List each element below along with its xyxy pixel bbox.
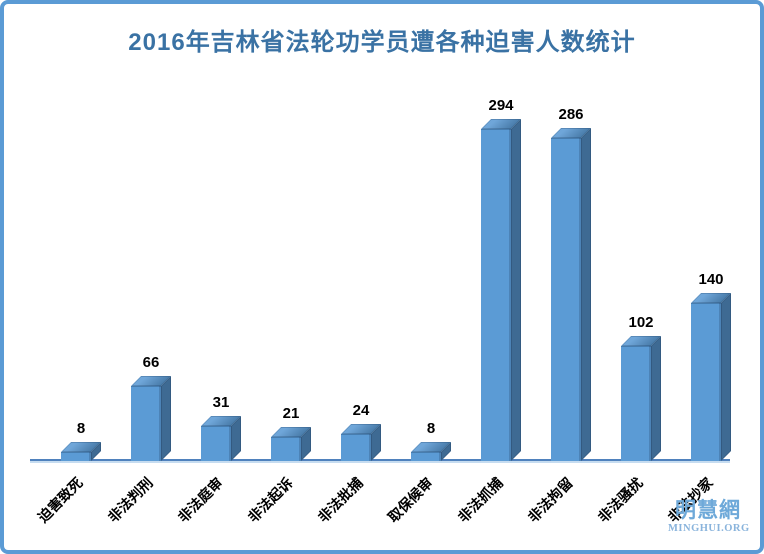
bar-value-label: 8 [426, 420, 436, 437]
bar-front-face [551, 138, 581, 461]
bar-value-label: 102 [628, 314, 654, 331]
bar-front-face [691, 303, 721, 461]
bar-front-face [61, 452, 91, 461]
bar-value-label: 140 [698, 271, 724, 288]
bar-front-face [201, 426, 231, 461]
bar-5 [341, 424, 381, 461]
bar-value-label: 21 [282, 405, 300, 422]
bar-front-face [341, 434, 371, 461]
bar-side-face [651, 336, 661, 461]
bar-front-face [271, 437, 301, 461]
bar-front-face [411, 452, 441, 461]
bar-side-face [511, 119, 521, 461]
watermark: 明慧網 MINGHUI.ORG [668, 498, 750, 534]
x-axis-line [30, 459, 730, 461]
bar-front-face [621, 346, 651, 461]
bar-10 [691, 293, 731, 461]
bar-value-label: 286 [558, 106, 584, 123]
bar-value-label: 66 [142, 354, 160, 371]
bar-2 [131, 376, 171, 461]
bar-side-face [231, 416, 241, 461]
bar-side-face [721, 293, 731, 461]
bar-1 [61, 442, 101, 461]
bar-7 [481, 119, 521, 461]
bar-4 [271, 427, 311, 461]
bar-value-label: 8 [76, 420, 86, 437]
bar-3 [201, 416, 241, 461]
bar-value-label: 294 [488, 97, 514, 114]
watermark-minghui-cn: 明慧網 [675, 498, 741, 522]
bar-front-face [481, 129, 511, 461]
bar-9 [621, 336, 661, 461]
watermark-minghui-en: MINGHUI.ORG [668, 523, 750, 534]
bar-side-face [581, 128, 591, 461]
bar-value-label: 31 [212, 394, 230, 411]
bar-front-face [131, 386, 161, 461]
plot-area: 8 迫害致死 66 非法判刑 31 非法庭审 21 非法起诉 24 非法批捕 8 取保候审 294 非法抓… [4, 4, 760, 550]
bar-8 [551, 128, 591, 461]
bar-side-face [161, 376, 171, 461]
chart-title: 2016年吉林省法轮功学员遭各种迫害人数统计 [128, 29, 636, 56]
bar-value-label: 24 [352, 402, 370, 419]
bar-6 [411, 442, 451, 461]
